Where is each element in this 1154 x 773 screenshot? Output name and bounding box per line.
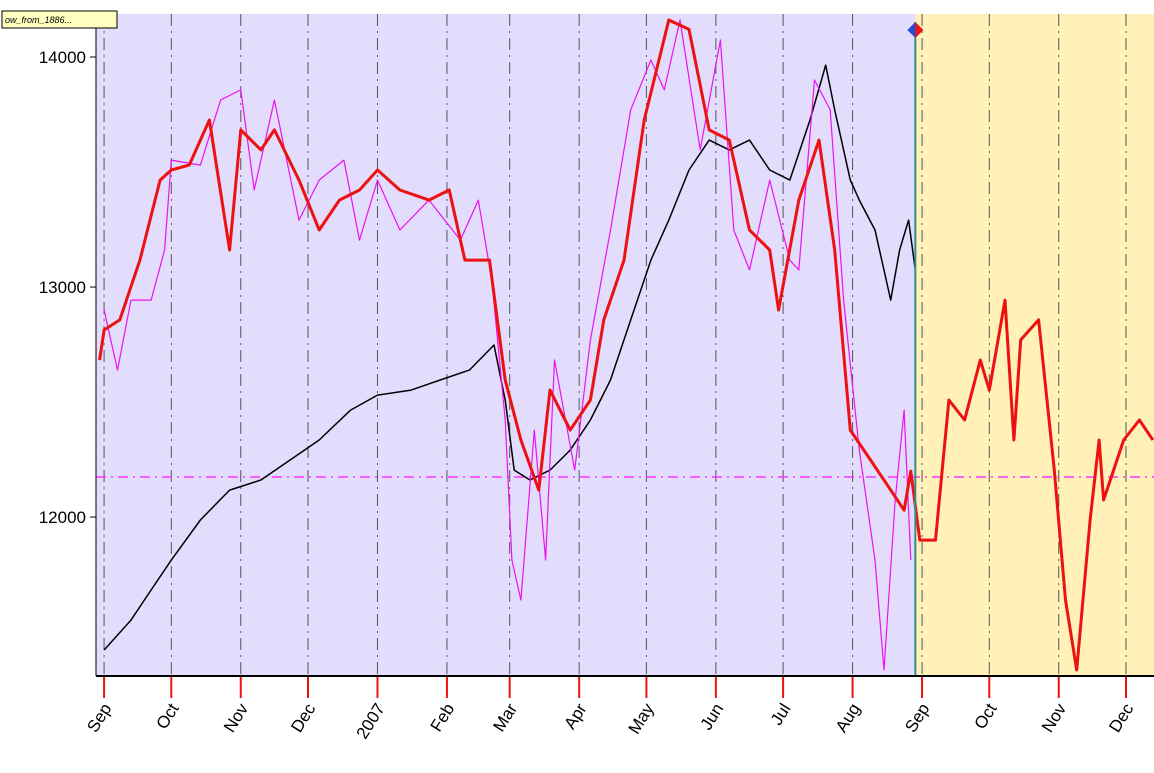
- x-tick-label: Oct: [971, 700, 1001, 733]
- split-marker: [915, 22, 924, 38]
- x-tick-label: Feb: [427, 700, 459, 735]
- x-tick-label: Nov: [1038, 700, 1070, 736]
- x-tick-label: Nov: [220, 700, 252, 736]
- x-tick-label: May: [625, 700, 658, 738]
- x-tick-label: Sep: [901, 700, 933, 736]
- y-tick-label: 13000: [39, 278, 86, 297]
- series-line: [98, 18, 1154, 672]
- split-marker: [907, 22, 916, 38]
- label-tag: ow_from_1886...: [5, 15, 72, 25]
- label-tag-box: [1, 10, 118, 29]
- x-tick-label: Jul: [767, 700, 795, 729]
- x-tick-label: Aug: [832, 700, 864, 736]
- history-region: [96, 14, 916, 676]
- x-tick-label: Apr: [560, 700, 590, 733]
- series-line: [103, 64, 917, 651]
- y-tick-label: 12000: [39, 508, 86, 527]
- x-tick-label: Dec: [1105, 700, 1137, 736]
- forecast-region: [915, 14, 1154, 676]
- x-tick-label: Oct: [153, 700, 183, 733]
- y-tick-label: 14000: [39, 48, 86, 67]
- x-tick-label: Sep: [83, 700, 115, 736]
- x-tick-label: Mar: [489, 700, 521, 735]
- x-tick-label: Jun: [697, 700, 728, 733]
- x-tick-label: 2007: [353, 700, 389, 742]
- x-tick-label: Dec: [287, 700, 319, 736]
- series-line: [103, 19, 912, 671]
